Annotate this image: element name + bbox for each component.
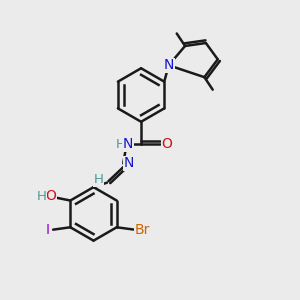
Text: I: I — [46, 223, 50, 237]
Text: H: H — [115, 138, 125, 151]
Text: H: H — [94, 173, 103, 186]
Text: N: N — [123, 156, 134, 170]
Text: O: O — [46, 189, 56, 203]
Text: H: H — [36, 190, 46, 202]
Text: O: O — [161, 137, 172, 151]
Text: N: N — [164, 58, 174, 72]
Text: Br: Br — [134, 223, 150, 237]
Text: N: N — [123, 137, 134, 151]
